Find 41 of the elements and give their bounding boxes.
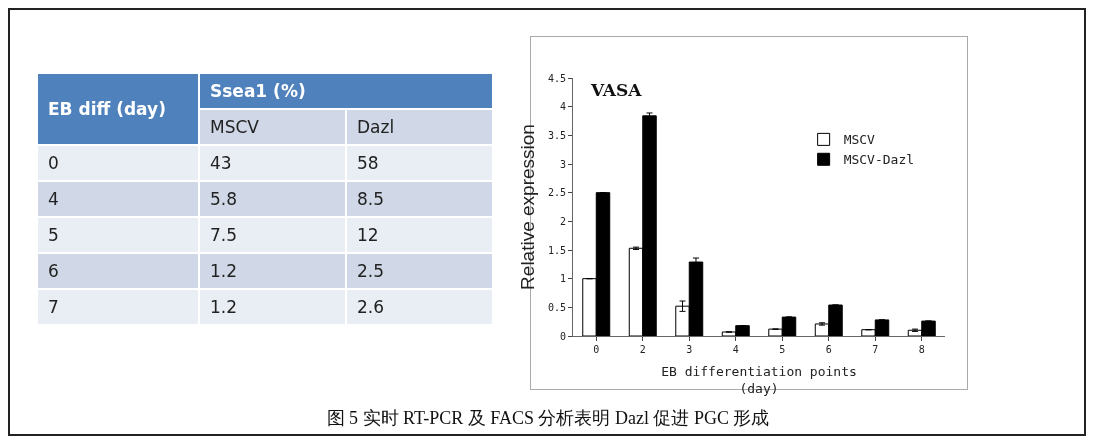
data-label: 1.2 xyxy=(200,290,345,324)
y-axis-title: Relative expression xyxy=(516,124,538,290)
x-tick-label: 2 xyxy=(639,344,646,355)
data-label: 58 xyxy=(347,146,492,180)
table-cell: 4 xyxy=(38,182,198,216)
x-tick-label: 5 xyxy=(779,344,786,355)
table-cell: 6 xyxy=(38,254,198,288)
caption: 图 5 实时 RT-PCR 及 FACS 分析表明 Dazl 促进 PGC 形成 xyxy=(325,407,771,430)
x-tick-label: 4 xyxy=(732,344,739,355)
y-tick-label: 4 xyxy=(559,101,566,113)
x-tick-label: 3 xyxy=(686,344,693,355)
data-label: 12 xyxy=(347,218,492,252)
data-label: 7.5 xyxy=(200,218,345,252)
x-tick-label: 0 xyxy=(593,344,600,355)
data-label: 5.8 xyxy=(200,182,345,216)
data-label: 2.6 xyxy=(347,290,492,324)
y-tick-label: 0 xyxy=(559,330,566,342)
chart-title: VASA xyxy=(590,80,643,100)
y-tick-label: 3 xyxy=(559,158,566,170)
y-axis-title: EB diff (day) xyxy=(38,74,198,144)
x-tick-label: 7 xyxy=(872,344,879,355)
x-axis-title: EB differentiation points (day) xyxy=(661,363,857,396)
x-tick-label: 8 xyxy=(918,344,925,355)
y-tick-label: 2 xyxy=(559,215,566,227)
x-axis-title: Ssea1 (%) xyxy=(200,74,492,108)
data-label: 2.5 xyxy=(347,254,492,288)
table-cell: 5 xyxy=(38,218,198,252)
data-label: 8.5 xyxy=(347,182,492,216)
data-label: 1.2 xyxy=(200,254,345,288)
legend-label: MSCV-Dazl xyxy=(843,152,915,168)
y-tick-label: 0.5 xyxy=(547,301,566,313)
y-tick-label: 1.5 xyxy=(547,244,566,256)
x-tick-label: Dazl xyxy=(347,110,492,144)
table-cell: 7 xyxy=(38,290,198,324)
y-tick-label: 1 xyxy=(559,273,566,285)
x-tick-label: 6 xyxy=(825,344,832,355)
y-tick-label: 2.5 xyxy=(547,187,566,199)
y-tick-label: 4.5 xyxy=(547,72,566,84)
table-cell: 0 xyxy=(38,146,198,180)
y-tick-label: 3.5 xyxy=(547,129,566,141)
data-label: 43 xyxy=(200,146,345,180)
